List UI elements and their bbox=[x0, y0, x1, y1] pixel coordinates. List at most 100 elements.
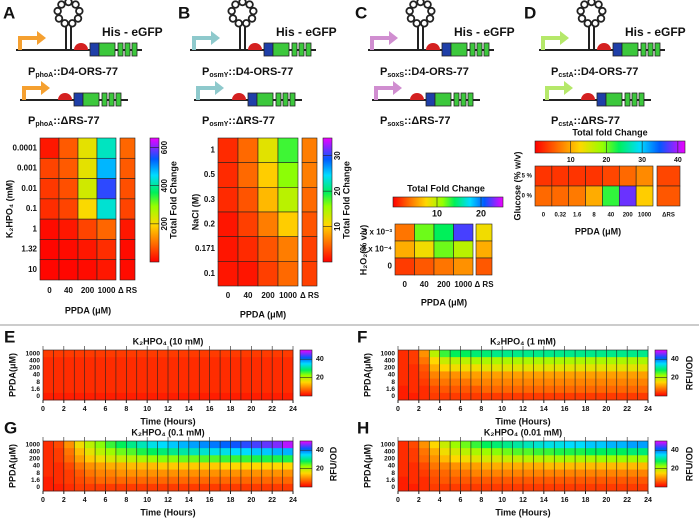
heatmap-cell bbox=[616, 441, 628, 449]
heatmap-cell bbox=[95, 483, 106, 492]
hairpin-bead bbox=[598, 6, 607, 16]
x-axis-label: Time (Hours) bbox=[495, 507, 550, 517]
y-tick-label: 40 bbox=[33, 372, 41, 379]
heatmap-cell bbox=[439, 455, 451, 463]
heatmap-cell bbox=[168, 357, 179, 365]
heatmap-cell bbox=[84, 469, 96, 478]
heatmap-cell bbox=[450, 441, 461, 449]
heatmap-cell bbox=[63, 392, 75, 401]
heatmap-cell bbox=[74, 483, 86, 492]
heatmap-cell bbox=[136, 462, 148, 470]
heatmap-cell bbox=[199, 455, 211, 463]
heatmap-cell bbox=[126, 469, 138, 478]
heatmap-cell bbox=[168, 441, 179, 449]
heatmap-cell bbox=[408, 469, 420, 478]
heatmap-cell bbox=[63, 483, 75, 492]
colorbar-label: RFU/OD bbox=[684, 355, 694, 390]
x-tick-label: 22 bbox=[268, 406, 276, 413]
heatmap-cell bbox=[136, 385, 148, 394]
heatmap-cell bbox=[105, 392, 117, 401]
heatmap-cell bbox=[105, 385, 117, 394]
heatmap-cell bbox=[272, 357, 283, 365]
heatmap-cell bbox=[398, 441, 409, 449]
heatmap-cell bbox=[606, 350, 618, 358]
y-tick-label: 200 bbox=[29, 365, 40, 372]
heatmap-cell bbox=[272, 392, 283, 401]
x-tick-label: 0 bbox=[41, 497, 45, 504]
y-tick-label: 200 bbox=[384, 365, 395, 372]
heatmap-cell bbox=[543, 455, 555, 463]
heatmap-cell bbox=[450, 448, 461, 456]
heatmap-cell bbox=[126, 462, 138, 470]
x-tick-label: 0 bbox=[396, 497, 400, 504]
heatmap-cell bbox=[105, 462, 117, 470]
heatmap-cell bbox=[96, 259, 117, 281]
colorbar-tick-label: 40 bbox=[674, 157, 682, 164]
x-tick-label: 12 bbox=[164, 406, 172, 413]
hairpin-bead bbox=[53, 6, 62, 16]
heatmap-cell bbox=[627, 371, 638, 379]
heatmap-cell bbox=[282, 483, 294, 492]
heatmap-cell bbox=[136, 378, 148, 387]
heatmap-title: K₂HPO₄ (1 mM) bbox=[490, 336, 556, 346]
heatmap-cell bbox=[637, 350, 649, 358]
gfp-stripe bbox=[453, 92, 460, 107]
heatmap-cell bbox=[157, 364, 169, 372]
y-tick-label: 1.6 bbox=[31, 477, 40, 484]
heatmap-cell bbox=[63, 378, 75, 387]
heatmap-cell bbox=[491, 392, 503, 401]
heatmap-cell bbox=[439, 371, 451, 379]
heatmap-cell bbox=[512, 350, 524, 358]
reference-cell bbox=[119, 137, 136, 159]
x-tick-label: 18 bbox=[227, 497, 235, 504]
heatmap-cell bbox=[43, 385, 54, 394]
heatmap-cell bbox=[429, 483, 441, 492]
heatmap-cell bbox=[460, 469, 472, 478]
heatmap-cell bbox=[168, 448, 179, 456]
heatmap-cell bbox=[616, 476, 628, 485]
heatmap-cell bbox=[230, 350, 242, 358]
heatmap-cell bbox=[564, 476, 576, 485]
heatmap-cell bbox=[523, 371, 534, 379]
heatmap-cell bbox=[429, 357, 441, 365]
heatmap-cell bbox=[105, 476, 117, 485]
heatmap-cell bbox=[84, 462, 96, 470]
construct-label: PsoxS::D4-ORS-77 bbox=[380, 66, 469, 79]
heatmap-cell bbox=[105, 378, 117, 387]
heatmap-cell bbox=[168, 350, 179, 358]
construct-label: PosmY::D4-ORS-77 bbox=[202, 66, 293, 79]
heatmap-cell bbox=[408, 476, 420, 485]
heatmap-cell bbox=[261, 455, 273, 463]
y-tick-label: 0 bbox=[36, 393, 40, 400]
heatmap-cell bbox=[637, 371, 649, 379]
heatmap-cell bbox=[414, 223, 435, 242]
reference-label: ΔRS bbox=[662, 213, 675, 219]
heatmap-cell bbox=[251, 462, 263, 470]
heatmap-cell bbox=[251, 392, 263, 401]
x-tick-label: 4 bbox=[83, 497, 87, 504]
heatmap-cell bbox=[96, 198, 117, 220]
gfp-stripe bbox=[298, 42, 305, 57]
heatmap-cell bbox=[53, 462, 65, 470]
panel-letter: E bbox=[4, 327, 15, 346]
heatmap-cell bbox=[257, 137, 279, 163]
heatmap-cell bbox=[533, 448, 545, 456]
heatmap-cell bbox=[575, 448, 586, 456]
x-axis-label: PPDA (μM) bbox=[575, 226, 621, 236]
heatmap-cell bbox=[408, 378, 420, 387]
heatmap-cell bbox=[168, 385, 179, 394]
heatmap-cell bbox=[251, 448, 263, 456]
reference-cell bbox=[656, 185, 681, 207]
x-tick-label: 22 bbox=[268, 497, 276, 504]
heatmap-cell bbox=[460, 371, 472, 379]
y-axis-label: PPDA(μM) bbox=[7, 353, 17, 397]
heatmap-cell bbox=[74, 378, 86, 387]
y-tick-label: 0 bbox=[36, 484, 40, 491]
heatmap-cell bbox=[58, 137, 79, 159]
construct-name: ::ΔRS-77 bbox=[228, 115, 274, 127]
heatmap-cell bbox=[63, 385, 75, 394]
heatmap-cell bbox=[439, 378, 451, 387]
heatmap-cell bbox=[157, 371, 169, 379]
heatmap-cell bbox=[63, 462, 75, 470]
heatmap-cell bbox=[564, 357, 576, 365]
